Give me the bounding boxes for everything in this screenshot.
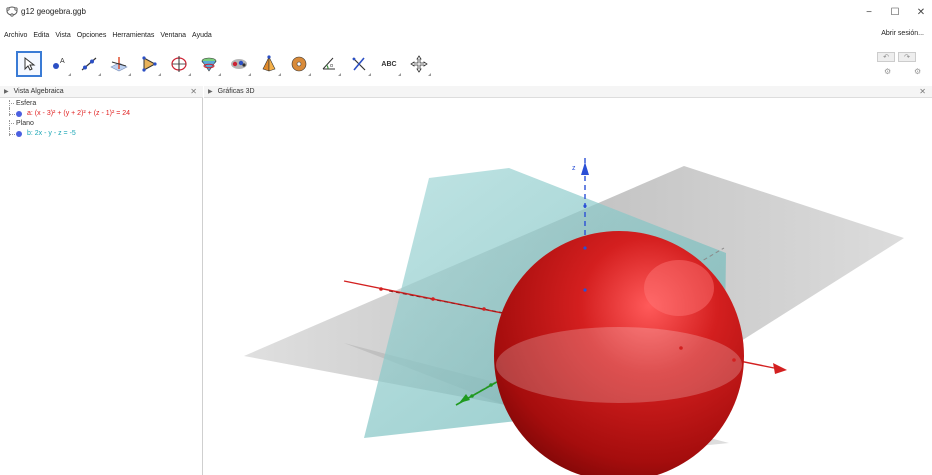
y-axis-tick (470, 394, 474, 398)
intersect-surfaces-icon (201, 57, 217, 72)
view-menu-gear-icon[interactable]: ⚙ (914, 67, 922, 76)
minimize-button[interactable]: − (866, 6, 872, 18)
point-tool-button[interactable]: A (46, 51, 72, 77)
z-axis-tick (583, 246, 587, 250)
sphere-equation[interactable]: a: (x - 3)² + (y + 2)² + (z - 1)² = 24 (27, 110, 131, 117)
graphics-3d-view[interactable]: z (204, 98, 932, 475)
tree-connector (9, 134, 15, 135)
sphere-specular (644, 260, 714, 316)
tree-connector (9, 128, 10, 136)
algebra-view-header: ▶ Vista Algebraica ✕ (0, 86, 203, 98)
window-title: g12 geogebra.ggb (21, 7, 86, 16)
close-graphics-view-icon[interactable]: ✕ (919, 87, 926, 96)
tree-connector (9, 103, 14, 104)
sphere-icon (291, 56, 307, 72)
intersect-tool-button[interactable] (196, 51, 222, 77)
x-axis-tick (431, 297, 435, 301)
collapse-triangle-icon[interactable]: ▶ (208, 89, 213, 95)
triangle-icon (142, 56, 157, 72)
menu-archivo[interactable]: Archivo (4, 31, 28, 39)
tree-connector (9, 123, 14, 124)
geogebra-logo-icon (6, 6, 18, 17)
menu-edita[interactable]: Edita (33, 31, 50, 39)
collapse-triangle-icon[interactable]: ▶ (4, 89, 9, 95)
plane-equation[interactable]: b: 2x - y - z = -5 (27, 130, 76, 137)
graphics-3d-title: Gráficas 3D (217, 88, 255, 95)
menu-ventana[interactable]: Ventana (160, 31, 187, 39)
x-axis-tick (379, 287, 383, 291)
plane-visibility-toggle[interactable] (16, 131, 22, 137)
tree-connector (9, 114, 15, 115)
algebra-view-title: Vista Algebraica (13, 88, 64, 95)
sphere-visibility-toggle[interactable] (16, 111, 22, 117)
perpendicular-icon (110, 57, 128, 72)
z-axis-label: z (572, 165, 576, 172)
sphere-plane-intersection (496, 327, 742, 403)
menu-herramientas[interactable]: Herramientas (112, 31, 155, 39)
reflect-line-icon (352, 57, 366, 71)
x-axis-back (388, 290, 505, 314)
point-icon: A (53, 58, 65, 69)
menu-ayuda[interactable]: Ayuda (192, 31, 212, 39)
move-cross-icon (410, 55, 428, 73)
undo-button[interactable]: ↶ (877, 52, 895, 62)
z-axis-tick (583, 204, 587, 208)
pyramid-icon (262, 55, 276, 72)
line-tool-button[interactable] (76, 51, 102, 77)
cursor-arrow-icon (24, 56, 36, 71)
toolbar: A (0, 47, 932, 85)
tree-connector (9, 100, 10, 108)
circle-axis-tool-button[interactable] (166, 51, 192, 77)
move-tool-button[interactable] (16, 51, 42, 77)
reflect-tool-button[interactable] (346, 51, 372, 77)
angle-icon: α (322, 57, 335, 70)
y-axis-arrow-icon (459, 394, 470, 403)
sphere-tool-button[interactable] (286, 51, 312, 77)
x-axis-arrow-icon (773, 363, 787, 374)
x-axis-tick (679, 346, 683, 350)
circle-axis-icon (171, 56, 187, 72)
maximize-button[interactable]: ☐ (890, 6, 900, 18)
scene-3d[interactable]: z (204, 98, 932, 475)
sphere-a[interactable] (494, 231, 744, 475)
y-axis-tick (489, 383, 493, 387)
perpendicular-tool-button[interactable] (106, 51, 132, 77)
z-axis-arrow-icon (581, 162, 589, 175)
algebra-view: Esfera a: (x - 3)² + (y + 2)² + (z - 1)²… (0, 98, 203, 475)
title-bar: g12 geogebra.ggb − ☐ ✕ (0, 0, 932, 24)
line-icon (81, 57, 97, 71)
svg-text:A: A (60, 58, 65, 65)
settings-gear-icon[interactable]: ⚙ (884, 67, 892, 76)
redo-button[interactable]: ↷ (898, 52, 916, 62)
tree-connector (9, 120, 10, 128)
z-axis-tick (583, 288, 587, 292)
angle-tool-button[interactable]: α (316, 51, 342, 77)
x-axis-tick (482, 307, 486, 311)
menu-opciones[interactable]: Opciones (76, 31, 107, 39)
polygon-tool-button[interactable] (136, 51, 162, 77)
plane-tool-button[interactable] (226, 51, 252, 77)
group-label-esfera: Esfera (16, 100, 37, 107)
text-tool-label: ABC (381, 60, 397, 68)
svg-text:α: α (330, 63, 333, 69)
pyramid-tool-button[interactable] (256, 51, 282, 77)
plane-points-icon (231, 59, 247, 69)
group-label-plano: Plano (16, 120, 34, 127)
sign-in-link[interactable]: Abrir sesión... (881, 30, 924, 37)
tree-connector (9, 108, 10, 116)
text-tool-button[interactable]: ABC (376, 51, 402, 77)
x-axis-tick (732, 358, 736, 362)
graphics-3d-header: ▶ Gráficas 3D ✕ (204, 86, 932, 98)
close-window-button[interactable]: ✕ (916, 6, 926, 18)
menu-bar: Archivo Edita Vista Opciones Herramienta… (0, 28, 932, 42)
rotate-view-tool-button[interactable] (406, 51, 432, 77)
close-algebra-view-icon[interactable]: ✕ (190, 87, 197, 96)
menu-vista[interactable]: Vista (55, 31, 71, 39)
